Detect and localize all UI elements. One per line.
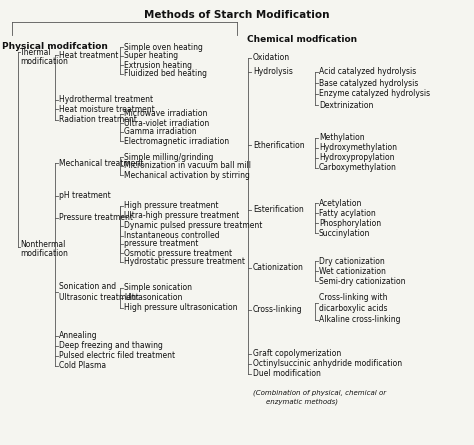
Text: High pressure treatment: High pressure treatment: [124, 202, 219, 210]
Text: Semi-dry cationization: Semi-dry cationization: [319, 276, 405, 286]
Text: Acid catalyzed hydrolysis: Acid catalyzed hydrolysis: [319, 68, 416, 77]
Text: Micronization in vacuum ball mill: Micronization in vacuum ball mill: [124, 162, 251, 170]
Text: Gamma irradiation: Gamma irradiation: [124, 128, 197, 137]
Text: Physical modifcation: Physical modifcation: [2, 42, 108, 51]
Text: Microwave irradiation: Microwave irradiation: [124, 109, 207, 118]
Text: Instantaneous controlled: Instantaneous controlled: [124, 231, 219, 240]
Text: Fluidized bed heating: Fluidized bed heating: [124, 69, 207, 78]
Text: Cross-linking with
dicarboxylic acids: Cross-linking with dicarboxylic acids: [319, 293, 388, 313]
Text: Hydrolysis: Hydrolysis: [253, 68, 293, 77]
Text: Heat moisture treatment: Heat moisture treatment: [59, 105, 155, 113]
Text: Sonication and
Ultrasonic treatment: Sonication and Ultrasonic treatment: [59, 282, 139, 302]
Text: Wet cationization: Wet cationization: [319, 267, 386, 275]
Text: Heat treatment: Heat treatment: [59, 50, 118, 60]
Text: modification: modification: [20, 57, 68, 66]
Text: Methods of Starch Modification: Methods of Starch Modification: [144, 10, 330, 20]
Text: Annealing: Annealing: [59, 332, 98, 340]
Text: pressure treatment: pressure treatment: [124, 239, 199, 248]
Text: Hydroxymethylation: Hydroxymethylation: [319, 143, 397, 153]
Text: Mechanical activation by stirring: Mechanical activation by stirring: [124, 170, 250, 179]
Text: Cross-linking: Cross-linking: [253, 306, 302, 315]
Text: Ultra-high pressure treatment: Ultra-high pressure treatment: [124, 211, 239, 221]
Text: Etherification: Etherification: [253, 141, 305, 150]
Text: Hydrothermal treatment: Hydrothermal treatment: [59, 96, 153, 105]
Text: Pulsed electric filed treatment: Pulsed electric filed treatment: [59, 352, 175, 360]
Text: Dry cationization: Dry cationization: [319, 256, 385, 266]
Text: Simple sonication: Simple sonication: [124, 283, 192, 292]
Text: Simple milling/grinding: Simple milling/grinding: [124, 153, 213, 162]
Text: Hydroxypropylation: Hydroxypropylation: [319, 154, 394, 162]
Text: Acetylation: Acetylation: [319, 198, 363, 207]
Text: Radiation treatment: Radiation treatment: [59, 116, 137, 125]
Text: Super heating: Super heating: [124, 52, 178, 61]
Text: Chemical modfication: Chemical modfication: [247, 35, 357, 44]
Text: Cationization: Cationization: [253, 263, 304, 272]
Text: Alkaline cross-linking: Alkaline cross-linking: [319, 316, 401, 324]
Text: Dextrinization: Dextrinization: [319, 101, 374, 109]
Text: Octinylsuccinic anhydride modification: Octinylsuccinic anhydride modification: [253, 360, 402, 368]
Text: enzymatic methods): enzymatic methods): [266, 398, 338, 405]
Text: Mechanical treatment: Mechanical treatment: [59, 158, 143, 167]
Text: Pressure treatment: Pressure treatment: [59, 214, 133, 222]
Text: Extrusion heating: Extrusion heating: [124, 61, 192, 69]
Text: Hydrostatic pressure treatment: Hydrostatic pressure treatment: [124, 258, 245, 267]
Text: Electromagnetic irradiation: Electromagnetic irradiation: [124, 137, 229, 146]
Text: (Combination of physical, chemical or: (Combination of physical, chemical or: [253, 389, 386, 396]
Text: Fatty acylation: Fatty acylation: [319, 209, 376, 218]
Text: Carboxymethylation: Carboxymethylation: [319, 163, 397, 173]
Text: Thermal: Thermal: [20, 48, 52, 57]
Text: Phosphorylation: Phosphorylation: [319, 218, 381, 227]
Text: Graft copolymerization: Graft copolymerization: [253, 349, 341, 359]
Text: Esterification: Esterification: [253, 206, 304, 214]
Text: Base catalyzed hydrolysis: Base catalyzed hydrolysis: [319, 78, 419, 88]
Text: Ultrasonication: Ultrasonication: [124, 294, 182, 303]
Text: Dynamic pulsed pressure treatment: Dynamic pulsed pressure treatment: [124, 222, 263, 231]
Text: Cold Plasma: Cold Plasma: [59, 361, 106, 371]
Text: Simple oven heating: Simple oven heating: [124, 43, 203, 52]
Text: Ultra-violet irradiation: Ultra-violet irradiation: [124, 118, 209, 128]
Text: Nonthermal: Nonthermal: [20, 240, 65, 249]
Text: Duel modification: Duel modification: [253, 369, 321, 379]
Text: modification: modification: [20, 249, 68, 258]
Text: Enzyme catalyzed hydrolysis: Enzyme catalyzed hydrolysis: [319, 89, 430, 98]
Text: Deep freezing and thawing: Deep freezing and thawing: [59, 341, 163, 351]
Text: pH treatment: pH treatment: [59, 191, 111, 201]
Text: Succinylation: Succinylation: [319, 228, 370, 238]
Text: Methylation: Methylation: [319, 134, 365, 142]
Text: Osmotic pressure treatment: Osmotic pressure treatment: [124, 248, 232, 258]
Text: Oxidation: Oxidation: [253, 53, 290, 62]
Text: High pressure ultrasonication: High pressure ultrasonication: [124, 303, 237, 312]
